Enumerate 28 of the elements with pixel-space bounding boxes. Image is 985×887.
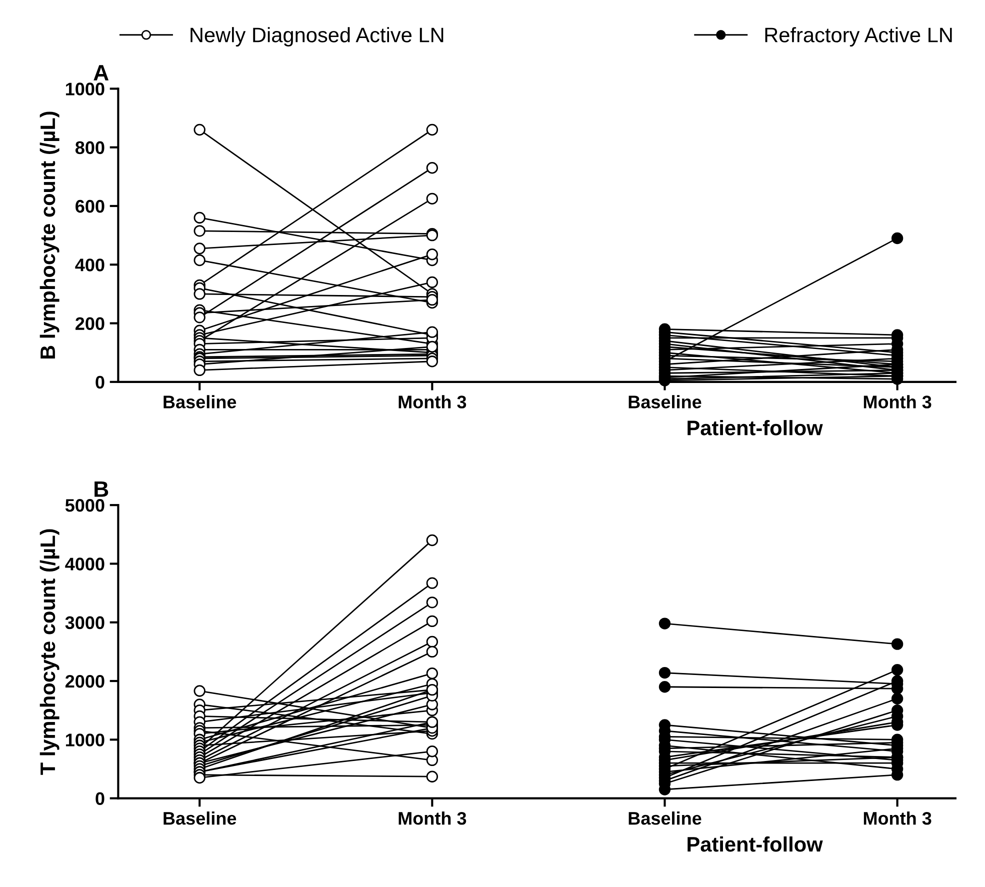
x-axis-title: Patient-follow <box>688 420 823 436</box>
chart-title: B <box>94 481 108 497</box>
x-tick-label: Baseline <box>628 811 702 825</box>
x-tick-label: Baseline <box>164 811 236 825</box>
x-tick-label: Month 3 <box>398 395 466 408</box>
x-tick-label: Month 3 <box>398 811 466 825</box>
y-tick-label: 400 <box>75 258 104 272</box>
x-tick-label: Month 3 <box>864 395 932 408</box>
legend-label: Refractory Active LN <box>765 27 952 46</box>
y-tick-label: 4000 <box>65 558 104 570</box>
y-tick-label: 600 <box>76 200 104 213</box>
y-axis-title: B lymphocyte count (/µL) <box>40 112 60 359</box>
y-tick-label: 3000 <box>65 616 104 630</box>
x-tick-label: Month 3 <box>864 811 932 825</box>
y-tick-label: 5000 <box>65 499 104 512</box>
x-axis-title: Patient-follow <box>688 836 823 852</box>
y-tick-label: 1000 <box>66 734 104 746</box>
y-axis-title: T lymphocyte count (/µL) <box>40 529 60 775</box>
y-tick-label: 1000 <box>66 82 104 96</box>
y-tick-label: 0 <box>96 376 104 389</box>
chart-title: A <box>94 65 109 80</box>
x-tick-label: Baseline <box>628 395 702 408</box>
y-tick-label: 800 <box>75 141 104 154</box>
x-tick-label: Baseline <box>164 395 236 408</box>
legend-label: Newly Diagnosed Active LN <box>190 27 444 46</box>
y-tick-label: 0 <box>96 792 104 806</box>
y-tick-label: 2000 <box>65 674 104 688</box>
y-tick-label: 200 <box>76 317 104 330</box>
